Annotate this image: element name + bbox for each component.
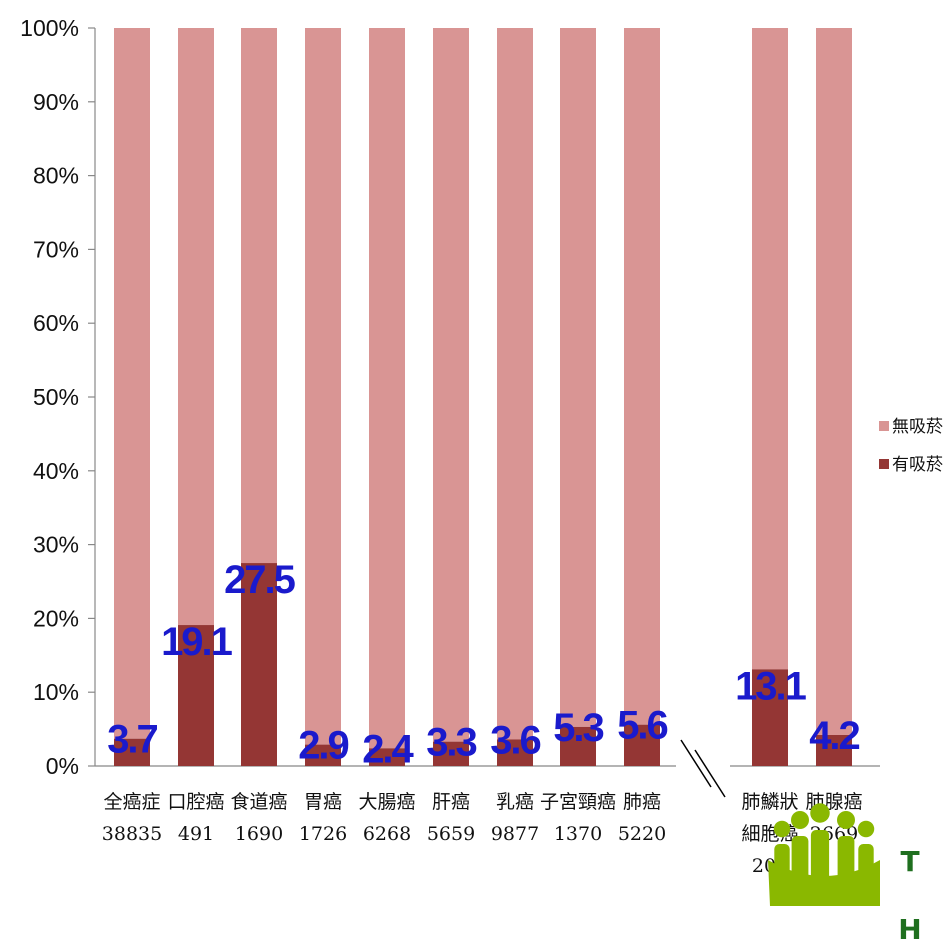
x-category-label: 肺鱗狀 — [741, 791, 798, 813]
logo-letter: H — [898, 913, 921, 939]
x-category-label: 9877 — [491, 823, 539, 845]
logo-figure-body — [774, 844, 790, 894]
bar-nonsmoker — [178, 28, 214, 626]
bar-nonsmoker — [369, 28, 405, 749]
x-category-label: 6268 — [363, 823, 411, 845]
bar-nonsmoker — [560, 28, 596, 727]
x-category-label: 胃癌 — [304, 791, 342, 813]
data-label: 3.7 — [107, 718, 157, 762]
x-category-label: 子宮頸癌 — [540, 791, 616, 813]
legend-label: 有吸菸 — [892, 455, 943, 475]
legend-label: 無吸菸 — [892, 417, 943, 437]
bar-smoker — [752, 669, 788, 766]
chart-bars — [114, 28, 852, 766]
chart-axes: 0% 10% 20% 30% 40% 50% 60% 70% 80% 90% 100% — [20, 15, 880, 798]
bar-smoker — [114, 738, 150, 766]
bar-smoker — [241, 563, 277, 766]
bar-nonsmoker — [497, 28, 533, 740]
logo-figure-head — [857, 820, 875, 838]
y-tick-label: 70% — [33, 236, 79, 262]
bar-nonsmoker — [433, 28, 469, 742]
x-category-label: 38835 — [102, 823, 162, 845]
y-tick-label: 40% — [33, 458, 79, 484]
data-label: 5.3 — [553, 706, 603, 750]
x-category-label: 5220 — [618, 823, 666, 845]
bar-nonsmoker — [114, 28, 150, 739]
x-category-label: 491 — [178, 823, 214, 845]
bar-nonsmoker — [816, 28, 852, 736]
legend-swatch — [879, 459, 889, 469]
axis-break-mark — [694, 749, 726, 798]
chart-data-labels: 3.7 19.1 27.5 2.9 2.4 3.3 3.6 5.3 5.6 13.14.2 — [107, 558, 861, 771]
x-category-label: 細胞癌 — [741, 823, 798, 845]
bar-smoker — [624, 724, 660, 766]
logo-figure-body — [837, 836, 855, 894]
data-label: 2.4 — [362, 727, 414, 771]
logo-figure-head — [810, 803, 830, 823]
data-label: 3.3 — [426, 721, 476, 765]
bar-smoker — [369, 748, 405, 766]
bar-smoker — [816, 735, 852, 766]
bar-smoker — [305, 744, 341, 766]
x-category-label: 大腸癌 — [358, 791, 415, 813]
data-label: 5.6 — [617, 704, 667, 748]
axis-break-mark — [680, 739, 712, 788]
y-tick-label: 20% — [33, 605, 79, 631]
x-category-label: 食道癌 — [230, 791, 287, 813]
logo-figure-body — [791, 836, 809, 894]
bar-nonsmoker — [305, 28, 341, 745]
bar-smoker — [497, 739, 533, 766]
bar-smoker — [433, 741, 469, 766]
bar-nonsmoker — [624, 28, 660, 725]
x-category-label: 全癌症 — [103, 791, 160, 813]
x-category-label: 1726 — [299, 823, 347, 845]
y-tick-label: 30% — [33, 532, 79, 558]
y-tick-label: 60% — [33, 310, 79, 336]
data-label: 19.1 — [161, 620, 233, 664]
y-tick-label: 100% — [20, 15, 79, 41]
bar-smoker — [560, 726, 596, 766]
logo-figure-body — [810, 830, 830, 894]
x-category-label: 1370 — [554, 823, 602, 845]
data-label: 2.9 — [298, 724, 348, 768]
data-label: 3.6 — [490, 718, 540, 762]
y-tick-label: 90% — [33, 89, 79, 115]
data-label: 4.2 — [809, 714, 859, 758]
logo-figure-head — [837, 811, 855, 829]
logo-figure-head — [773, 820, 791, 838]
x-category-label: 5659 — [427, 823, 475, 845]
bar-nonsmoker — [752, 28, 788, 670]
x-category-label: 1690 — [235, 823, 283, 845]
logo-figure-body — [858, 844, 874, 894]
bar-nonsmoker — [241, 28, 277, 564]
y-tick-label: 10% — [33, 679, 79, 705]
logo-figure-head — [791, 811, 809, 829]
x-category-label: 乳癌 — [496, 791, 534, 813]
data-label: 13.1 — [735, 664, 807, 708]
x-category-label: 肝癌 — [432, 791, 470, 813]
legend-swatch — [879, 421, 889, 431]
bar-smoker — [178, 625, 214, 766]
y-tick-label: 80% — [33, 163, 79, 189]
y-tick-label: 50% — [33, 384, 79, 410]
logo: TH — [768, 803, 922, 939]
x-category-label: 口腔癌 — [167, 791, 224, 813]
y-tick-label: 0% — [46, 753, 79, 779]
logo-letter: T — [900, 845, 919, 878]
data-label: 27.5 — [224, 558, 296, 602]
x-category-label: 肺癌 — [623, 791, 661, 813]
